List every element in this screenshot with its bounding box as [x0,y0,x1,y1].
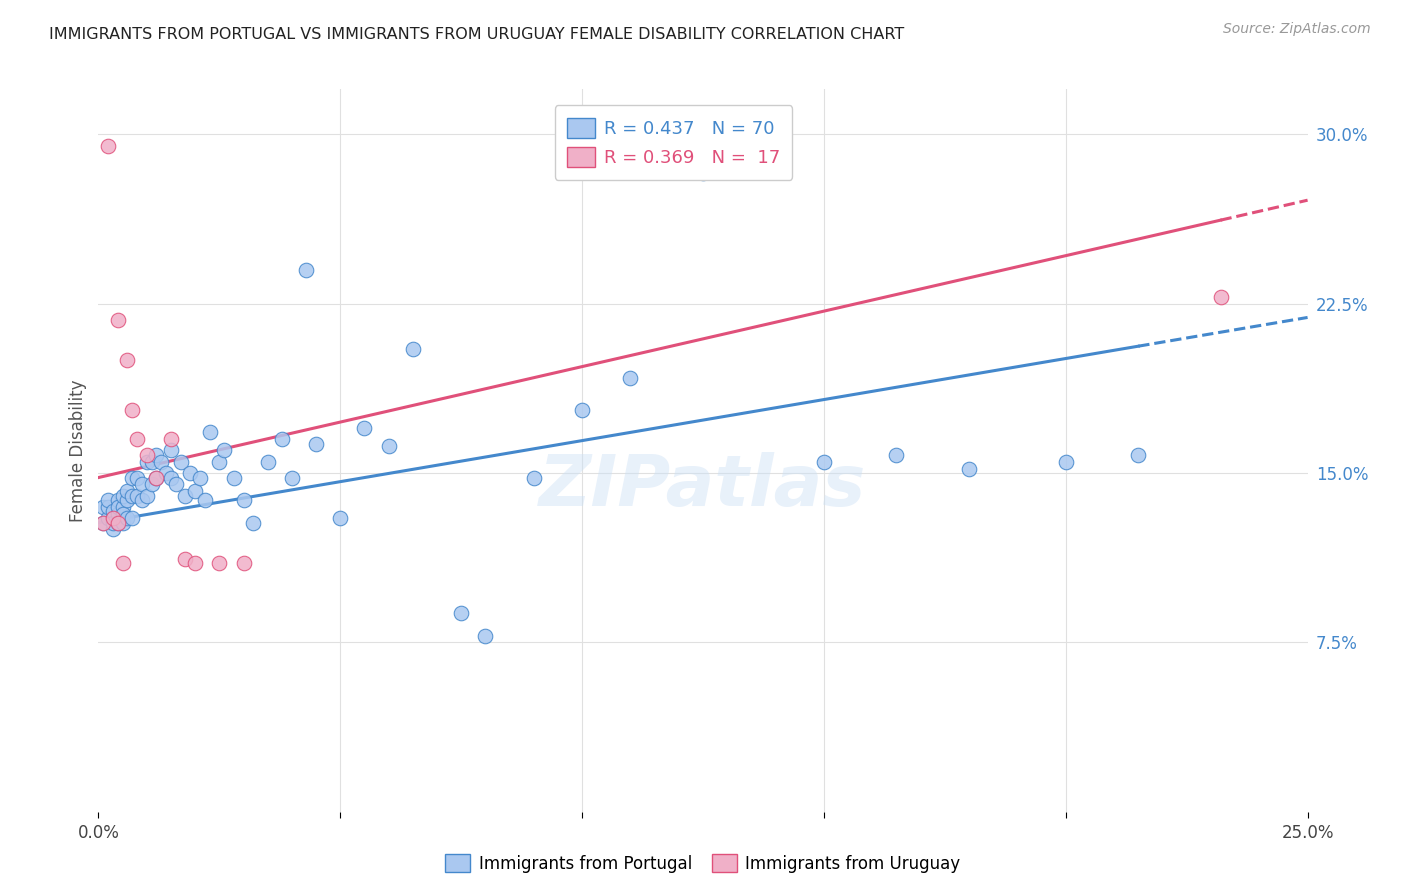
Point [150,455,173,469]
Point [127,489,149,503]
Point [131,477,153,491]
Point [1209,290,1232,304]
Point [242,516,264,530]
Point [107,507,129,521]
Point [111,557,134,571]
Point [117,511,139,525]
Legend: R = 0.437   N = 70, R = 0.369   N =  17: R = 0.437 N = 70, R = 0.369 N = 17 [555,105,793,179]
Legend: Immigrants from Portugal, Immigrants from Uruguay: Immigrants from Portugal, Immigrants fro… [439,847,967,880]
Point [155,466,177,480]
Point [160,443,183,458]
Point [957,461,980,475]
Point [101,523,124,537]
Point [107,500,129,514]
Point [121,402,143,417]
Y-axis label: Female Disability: Female Disability [69,379,87,522]
Point [91,516,114,530]
Point [160,470,183,484]
Point [145,448,167,462]
Point [111,500,134,514]
Text: ZIPatlas: ZIPatlas [540,452,866,521]
Point [131,493,153,508]
Point [111,489,134,503]
Point [101,511,124,525]
Point [111,507,134,521]
Point [571,402,593,417]
Point [121,489,143,503]
Point [111,516,134,530]
Point [271,432,294,446]
Point [97,138,120,153]
Point [145,470,167,484]
Point [101,516,124,530]
Point [295,262,318,277]
Point [474,629,496,643]
Point [174,551,197,566]
Point [97,500,120,514]
Point [97,511,120,525]
Point [169,455,191,469]
Point [97,493,120,508]
Point [91,500,114,514]
Point [141,455,163,469]
Point [117,484,139,499]
Point [450,606,472,620]
Point [232,493,254,508]
Point [305,436,328,450]
Point [101,504,124,518]
Point [160,432,183,446]
Point [886,448,908,462]
Point [174,489,197,503]
Point [692,166,714,180]
Point [107,516,129,530]
Point [208,557,231,571]
Point [232,557,254,571]
Point [198,425,221,440]
Point [135,448,157,462]
Point [1128,448,1150,462]
Point [145,470,167,484]
Point [184,557,207,571]
Point [402,342,425,356]
Point [184,484,207,499]
Point [127,470,149,484]
Point [107,312,129,326]
Point [222,470,245,484]
Point [179,466,201,480]
Point [117,493,139,508]
Point [194,493,217,508]
Point [281,470,304,484]
Point [353,421,375,435]
Point [121,470,143,484]
Point [141,477,163,491]
Point [188,470,211,484]
Point [107,516,129,530]
Point [165,477,187,491]
Point [91,516,114,530]
Point [117,353,139,368]
Point [121,511,143,525]
Point [212,443,235,458]
Point [619,371,641,385]
Point [127,432,149,446]
Point [107,493,129,508]
Point [523,470,546,484]
Point [101,511,124,525]
Text: Source: ZipAtlas.com: Source: ZipAtlas.com [1223,22,1371,37]
Point [135,455,157,469]
Point [377,439,399,453]
Text: IMMIGRANTS FROM PORTUGAL VS IMMIGRANTS FROM URUGUAY FEMALE DISABILITY CORRELATIO: IMMIGRANTS FROM PORTUGAL VS IMMIGRANTS F… [49,27,904,42]
Point [329,511,352,525]
Point [135,489,157,503]
Point [256,455,278,469]
Point [1054,455,1077,469]
Point [208,455,231,469]
Point [813,455,835,469]
